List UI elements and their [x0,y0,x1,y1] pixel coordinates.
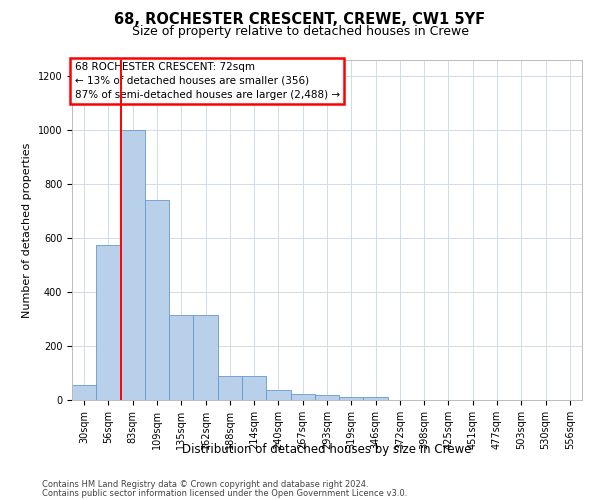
Text: Contains HM Land Registry data © Crown copyright and database right 2024.: Contains HM Land Registry data © Crown c… [42,480,368,489]
Bar [169,315,193,400]
Text: 68 ROCHESTER CRESCENT: 72sqm
← 13% of detached houses are smaller (356)
87% of s: 68 ROCHESTER CRESCENT: 72sqm ← 13% of de… [74,62,340,100]
Bar [145,200,169,400]
Bar [242,376,266,400]
Bar [266,390,290,400]
Bar [339,398,364,400]
Y-axis label: Number of detached properties: Number of detached properties [22,142,32,318]
Bar [315,395,339,400]
Text: 68, ROCHESTER CRESCENT, CREWE, CW1 5YF: 68, ROCHESTER CRESCENT, CREWE, CW1 5YF [115,12,485,28]
Bar [121,130,145,400]
Text: Contains public sector information licensed under the Open Government Licence v3: Contains public sector information licen… [42,488,407,498]
Bar [96,245,121,400]
Text: Size of property relative to detached houses in Crewe: Size of property relative to detached ho… [131,25,469,38]
Bar [72,384,96,400]
Bar [218,376,242,400]
Bar [193,315,218,400]
Text: Distribution of detached houses by size in Crewe: Distribution of detached houses by size … [182,442,472,456]
Bar [290,394,315,400]
Bar [364,398,388,400]
